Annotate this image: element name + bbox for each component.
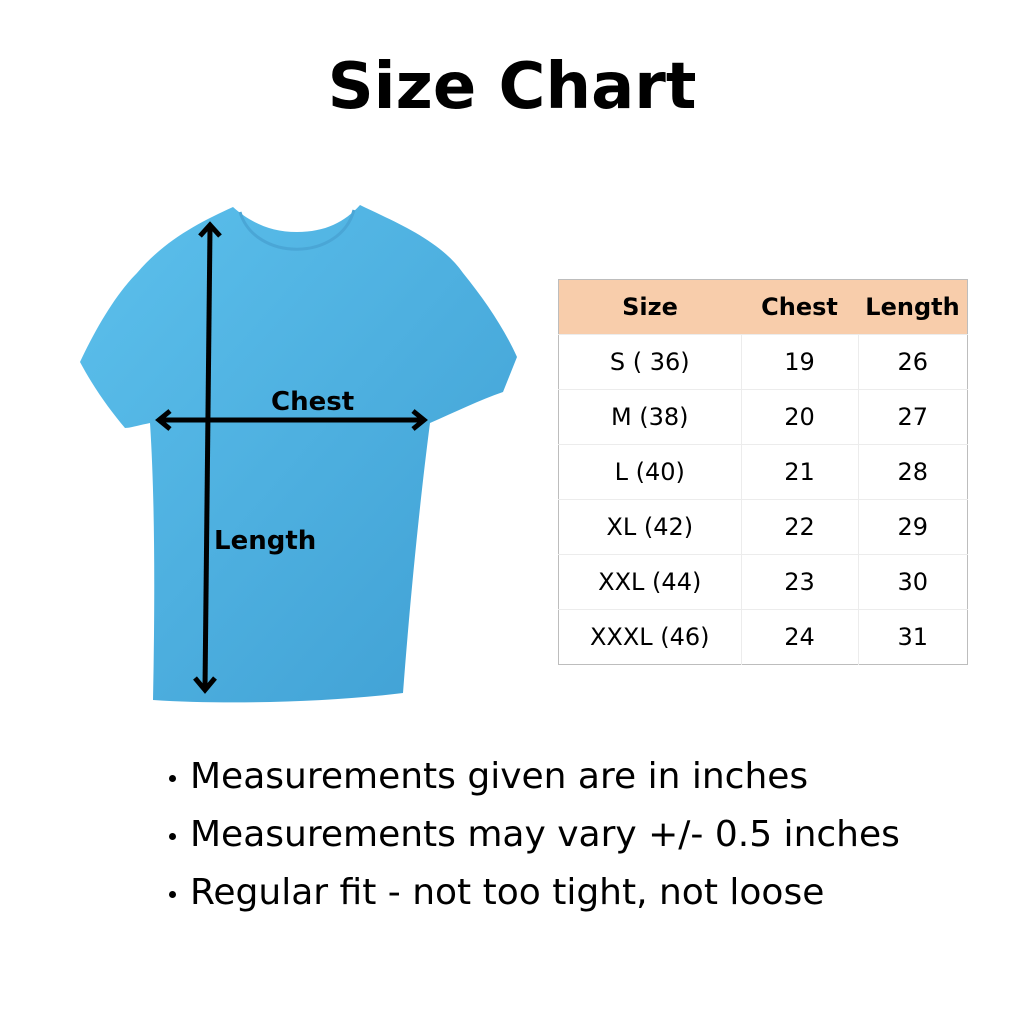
size-cell: XXL (44) [558, 554, 741, 610]
size-cell: XXXL (46) [558, 609, 741, 665]
page-title: Size Chart [327, 50, 697, 124]
chest-cell: 20 [740, 389, 858, 445]
column-header-size: Size [558, 279, 741, 335]
note-item: Regular fit - not too tight, not loose [165, 868, 900, 926]
length-cell: 30 [857, 554, 968, 610]
tshirt-body [80, 205, 517, 703]
table-header-row: Size Chest Length [558, 279, 968, 335]
note-item: Measurements may vary +/- 0.5 inches [165, 810, 900, 868]
column-header-length: Length [858, 279, 968, 335]
chest-cell: 21 [740, 444, 858, 500]
chest-cell: 22 [740, 499, 858, 555]
table-row: XXL (44) 23 30 [558, 554, 968, 610]
note-text: Measurements may vary +/- 0.5 inches [190, 814, 900, 855]
length-arrow [202, 227, 213, 689]
bullet-icon [169, 774, 176, 782]
length-cell: 28 [857, 444, 968, 500]
length-cell: 26 [857, 334, 968, 390]
notes-list: Measurements given are in inches Measure… [165, 752, 900, 926]
size-cell: L (40) [558, 444, 741, 500]
chest-cell: 24 [740, 609, 858, 665]
table-row: M (38) 20 27 [558, 389, 968, 445]
note-item: Measurements given are in inches [165, 752, 900, 810]
chest-cell: 23 [740, 554, 858, 610]
table-row: S ( 36) 19 26 [558, 334, 968, 390]
length-cell: 27 [857, 389, 968, 445]
size-cell: S ( 36) [558, 334, 741, 390]
chest-cell: 19 [740, 334, 858, 390]
bullet-icon [169, 832, 176, 840]
table-row: XXXL (46) 24 31 [558, 609, 968, 665]
table-row: XL (42) 22 29 [558, 499, 968, 555]
bullet-icon [169, 890, 176, 898]
note-text: Regular fit - not too tight, not loose [190, 872, 825, 913]
column-header-chest: Chest [741, 279, 858, 335]
length-cell: 29 [857, 499, 968, 555]
note-text: Measurements given are in inches [190, 756, 809, 797]
length-label: Length [214, 526, 317, 556]
table-row: L (40) 21 28 [558, 444, 968, 500]
chest-label: Chest [271, 387, 355, 417]
size-cell: M (38) [558, 389, 741, 445]
size-cell: XL (42) [558, 499, 741, 555]
length-cell: 31 [857, 609, 968, 665]
size-table: Size Chest Length S ( 36) 19 26 M (38) 20 27 L… [558, 279, 968, 665]
